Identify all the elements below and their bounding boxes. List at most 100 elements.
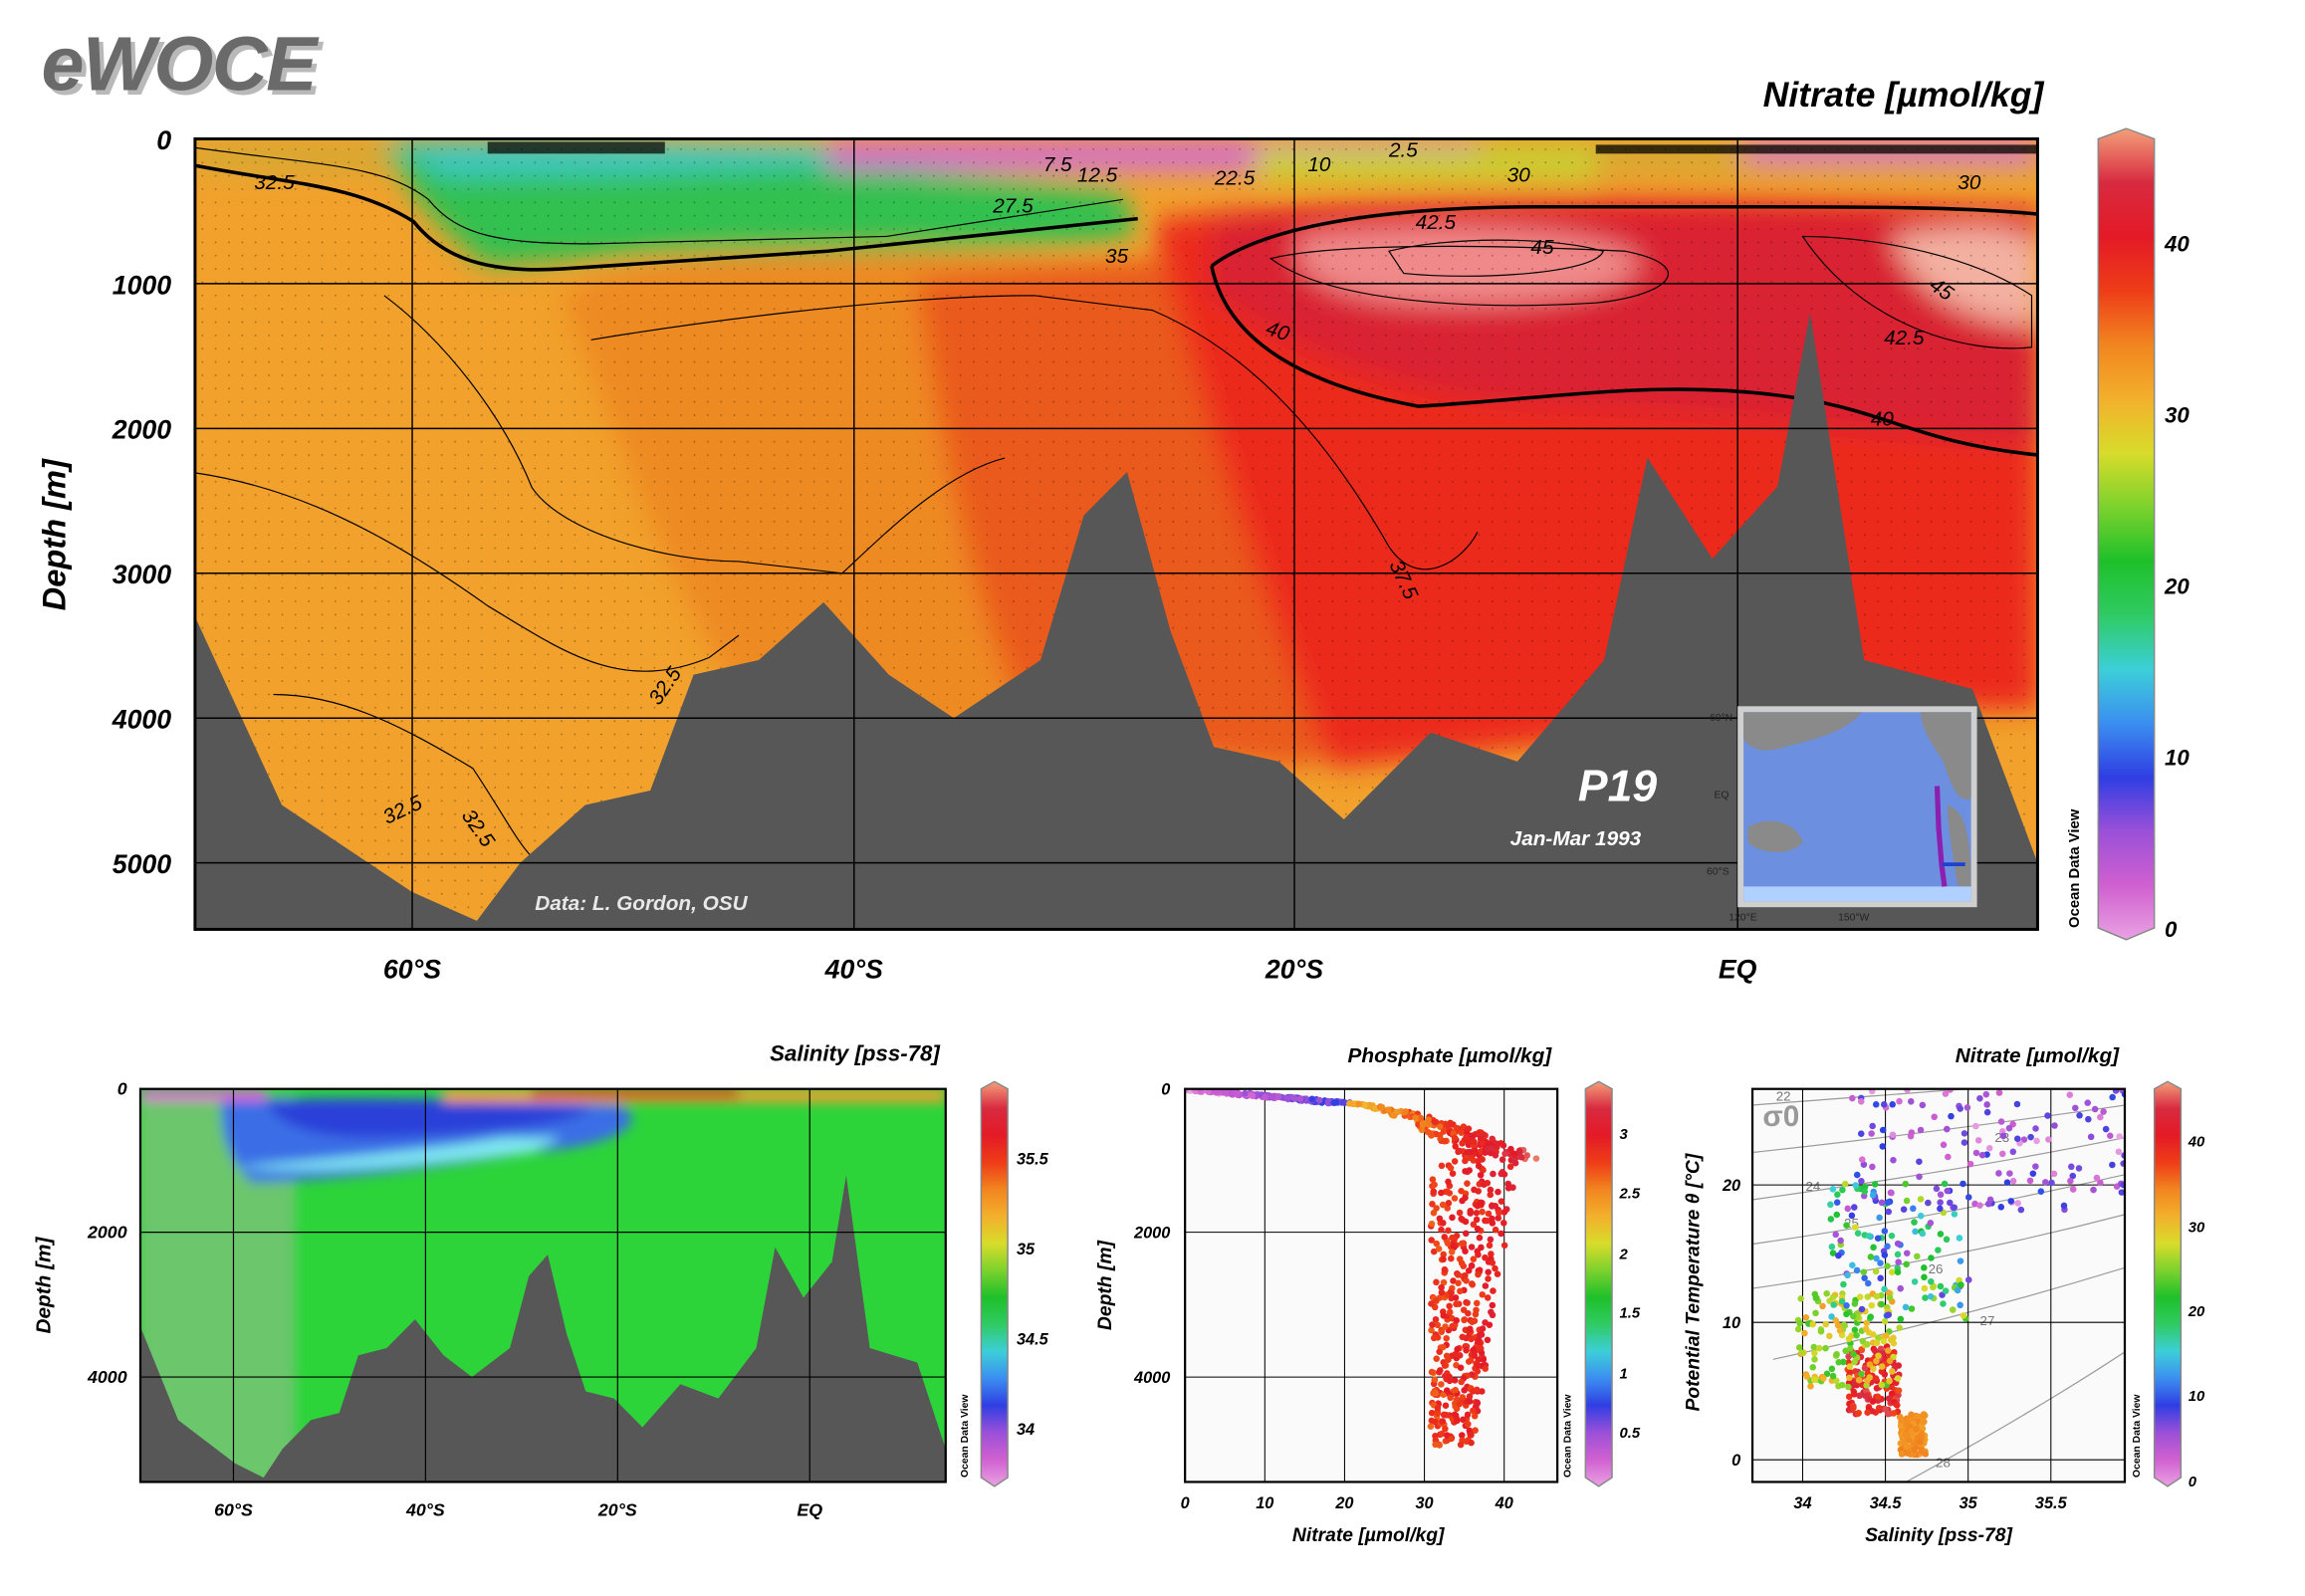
phosphate-point — [1437, 1367, 1444, 1374]
ts-point — [1850, 1404, 1857, 1412]
ts-point — [1921, 1264, 1928, 1271]
ts-point — [1858, 1370, 1865, 1378]
contour-32-5 — [194, 146, 1123, 245]
ts-point — [1797, 1295, 1804, 1302]
phosphate-point — [1473, 1299, 1481, 1307]
phosphate-point — [1478, 1129, 1485, 1136]
contour-label: 30 — [1958, 171, 1981, 194]
ts-point — [1881, 1317, 1889, 1325]
pho-colorbar: 0.5 1 1.5 2 2.5 3 Ocean Data View — [1562, 1080, 1641, 1487]
ts-point — [1858, 1178, 1865, 1185]
inset-antarctic-shelf — [1743, 886, 1971, 902]
phosphate-point — [1475, 1270, 1482, 1278]
phosphate-point — [1378, 1103, 1386, 1111]
ts-point — [1889, 1131, 1897, 1138]
ts-point — [2100, 1108, 2107, 1115]
ts-point — [1894, 1375, 1902, 1382]
phosphate-point — [1462, 1218, 1470, 1226]
xtick: 20°S — [1265, 954, 1323, 984]
phosphate-point — [1234, 1089, 1241, 1097]
phosphate-point — [1476, 1331, 1484, 1339]
ts-point — [2069, 1186, 2077, 1193]
phosphate-point — [1500, 1220, 1507, 1227]
ts-point — [1864, 1409, 1871, 1416]
phosphate-point — [1457, 1364, 1465, 1372]
phosphate-point — [1205, 1088, 1212, 1095]
ts-point — [1878, 1363, 1886, 1370]
ts-point — [1927, 1292, 1935, 1300]
phosphate-point — [1440, 1251, 1447, 1258]
ts-point — [1833, 1377, 1840, 1385]
phosphate-point — [1441, 1137, 1449, 1145]
phosphate-point — [1471, 1413, 1479, 1420]
phosphate-point — [1475, 1337, 1482, 1344]
cbar-tick: 0.5 — [1619, 1426, 1640, 1442]
ts-point — [1822, 1320, 1830, 1328]
cbar-tick: 3 — [1619, 1127, 1628, 1143]
phosphate-point — [1385, 1106, 1392, 1114]
seafloor-bathymetry — [194, 313, 2038, 930]
ts-point — [1886, 1294, 1894, 1301]
ts-point — [1858, 1305, 1866, 1313]
ytick: 4000 — [87, 1367, 127, 1387]
phosphate-point — [1417, 1114, 1425, 1122]
ts-point — [1958, 1281, 1964, 1288]
ts-point — [1957, 1301, 1963, 1309]
ts-point — [1894, 1402, 1901, 1409]
phosphate-point — [1465, 1266, 1473, 1274]
ts-point — [1931, 1113, 1938, 1121]
ts-point — [1894, 1268, 1902, 1275]
phosphate-point — [1462, 1248, 1469, 1254]
phosphate-point — [1451, 1377, 1459, 1384]
phosphate-point — [1428, 1220, 1436, 1228]
phosphate-point — [1480, 1356, 1488, 1363]
isopycnal-28 — [1906, 1351, 2125, 1482]
contour-label: 35 — [1105, 245, 1129, 268]
phosphate-point — [1458, 1129, 1465, 1136]
ts-point — [1894, 1240, 1902, 1248]
phosphate-point — [1447, 1394, 1454, 1402]
xtick: 60°S — [383, 954, 441, 984]
ts-point — [1928, 1277, 1935, 1285]
ts-point — [1835, 1252, 1842, 1259]
ts-point — [1868, 1301, 1876, 1309]
ts-point — [1864, 1293, 1872, 1300]
ts-point — [1843, 1222, 1850, 1229]
phosphate-point — [1475, 1362, 1482, 1369]
phosphate-point — [1431, 1376, 1439, 1383]
phosphate-point — [1455, 1279, 1462, 1286]
ts-point — [1853, 1171, 1861, 1179]
cbar-tick: 35.5 — [1017, 1150, 1049, 1168]
ytick: 2000 — [87, 1223, 127, 1243]
isopycnal-label: 26 — [1929, 1261, 1944, 1276]
phosphate-point — [1176, 1086, 1183, 1093]
phosphate-point — [1477, 1171, 1485, 1179]
ts-point — [1959, 1312, 1967, 1319]
ts-point — [1916, 1158, 1923, 1165]
phosphate-point — [1490, 1287, 1497, 1294]
ts-point — [1878, 1199, 1886, 1207]
surface-dash-2 — [1595, 144, 2038, 154]
isopycnal-label: 28 — [1936, 1456, 1951, 1471]
ts-point — [2007, 1198, 2014, 1205]
phosphate-point — [1462, 1271, 1469, 1279]
phosphate-point — [1412, 1114, 1420, 1121]
phosphate-point — [1532, 1155, 1540, 1162]
ts-point — [1954, 1286, 1961, 1294]
ts-point — [1941, 1180, 1949, 1188]
xtick: 10 — [1256, 1494, 1273, 1512]
xtick: EQ — [1719, 954, 1757, 984]
ts-point — [1810, 1343, 1818, 1351]
phosphate-point — [1492, 1264, 1498, 1272]
phosphate-point — [1443, 1352, 1451, 1360]
xtick: 60°S — [214, 1500, 253, 1520]
ts-point — [1857, 1098, 1865, 1105]
phosphate-point — [1431, 1118, 1438, 1125]
ts-point — [1846, 1374, 1853, 1382]
isopycnal-label: 27 — [1980, 1313, 1995, 1328]
ts-point — [1965, 1276, 1972, 1283]
ts-point — [1957, 1257, 1964, 1264]
cbar-tick: 20 — [2164, 574, 2190, 599]
phosphate-point — [1429, 1176, 1437, 1183]
